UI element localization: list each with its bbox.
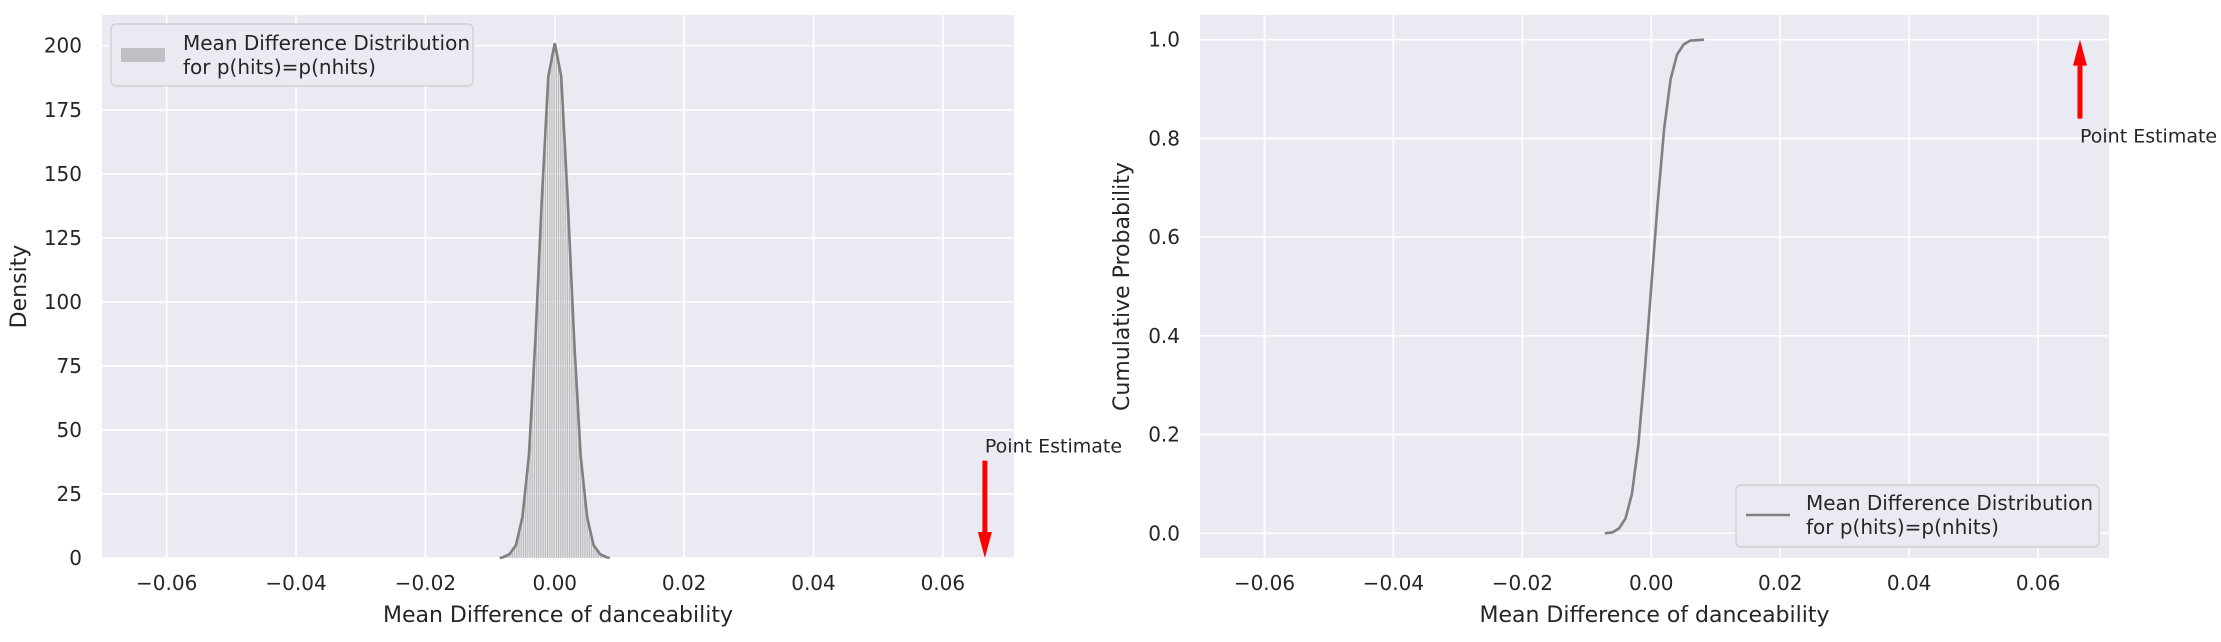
x-tick-label: −0.02 — [1492, 571, 1553, 595]
x-axis-label: Mean Difference of danceability — [383, 603, 733, 628]
tick-labels: −0.06 −0.04 −0.02 0.00 0.02 0.04 0.06 0.0 0.2 0.4… — [1148, 28, 2060, 595]
y-tick-label: 100 — [44, 290, 82, 314]
legend-line-2: for p(hits)=p(nhits) — [1806, 515, 1999, 539]
density-chart: −0.06 −0.04 −0.02 0.00 0.02 0.04 0.06 0 25 50 75 10… — [7, 15, 1122, 628]
y-tick-label: 175 — [44, 98, 82, 122]
legend-line-1: Mean Difference Distribution — [183, 31, 470, 55]
density-curve — [499, 42, 611, 560]
y-tick-label: 1.0 — [1148, 28, 1180, 52]
y-tick-label: 200 — [44, 34, 82, 58]
x-tick-label: 0.04 — [791, 571, 836, 595]
series — [1604, 38, 1705, 535]
x-tick-label: 0.00 — [1629, 571, 1674, 595]
x-tick-label: 0.02 — [662, 571, 707, 595]
tick-labels: −0.06 −0.04 −0.02 0.00 0.02 0.04 0.06 0 25 50 75 10… — [44, 34, 965, 595]
cumulative-chart: −0.06 −0.04 −0.02 0.00 0.02 0.04 0.06 0.0 0.2 0.4… — [1110, 15, 2217, 628]
x-tick-label: 0.00 — [533, 571, 578, 595]
y-tick-label: 0 — [69, 546, 82, 570]
legend-line-1: Mean Difference Distribution — [1806, 491, 2093, 515]
annotation-text: Point Estimate — [985, 436, 1122, 458]
y-axis-label: Density — [7, 245, 32, 329]
y-tick-label: 0.2 — [1148, 423, 1180, 447]
x-tick-label: 0.06 — [921, 571, 966, 595]
arrow-head — [977, 532, 992, 558]
y-tick-label: 125 — [44, 226, 82, 250]
legend-box — [1735, 484, 2100, 548]
x-tick-label: −0.06 — [136, 571, 197, 595]
legend: Mean Difference Distribution for p(hits)… — [110, 23, 474, 87]
x-tick-label: 0.06 — [2016, 571, 2061, 595]
grid — [1200, 15, 2109, 558]
x-tick-label: −0.02 — [395, 571, 456, 595]
legend-swatch — [121, 48, 165, 62]
x-tick-label: 0.04 — [1887, 571, 1932, 595]
y-axis-label: Cumulative Probability — [1110, 162, 1135, 411]
y-tick-label: 50 — [57, 418, 82, 442]
y-tick-label: 0.6 — [1148, 225, 1180, 249]
legend-line-2: for p(hits)=p(nhits) — [183, 55, 376, 79]
annotation-text: Point Estimate — [2080, 126, 2217, 148]
point-estimate-annotation: Point Estimate — [977, 436, 1122, 558]
legend-box — [110, 23, 474, 87]
y-tick-label: 150 — [44, 162, 82, 186]
point-estimate-annotation: Point Estimate — [2072, 39, 2217, 148]
x-tick-label: −0.06 — [1234, 571, 1295, 595]
x-axis-label: Mean Difference of danceability — [1480, 603, 1830, 628]
series — [499, 42, 611, 560]
y-tick-label: 75 — [57, 354, 82, 378]
y-tick-label: 25 — [57, 482, 82, 506]
arrow-head — [2072, 39, 2087, 66]
y-tick-label: 0.8 — [1148, 126, 1180, 150]
cdf-line — [1604, 38, 1705, 535]
x-tick-label: −0.04 — [1363, 571, 1424, 595]
plot-area — [1200, 15, 2109, 558]
y-tick-label: 0.0 — [1148, 521, 1180, 545]
legend: Mean Difference Distribution for p(hits)… — [1735, 484, 2100, 548]
x-tick-label: 0.02 — [1758, 571, 1803, 595]
x-tick-label: −0.04 — [265, 571, 326, 595]
y-tick-label: 0.4 — [1148, 324, 1180, 348]
